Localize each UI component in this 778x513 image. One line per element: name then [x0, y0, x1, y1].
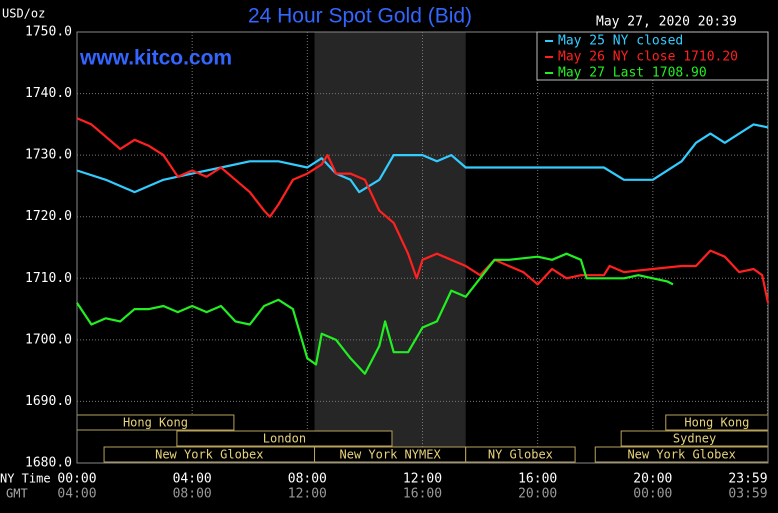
session-label: New York Globex — [627, 448, 735, 462]
session-label: NY Globex — [488, 448, 553, 462]
x2-tick-label: 16:00 — [403, 487, 442, 502]
x-tick-label: 04:00 — [173, 472, 212, 487]
x2-tick-label: 08:00 — [173, 487, 212, 502]
y-tick-label: 1710.0 — [25, 271, 72, 286]
legend-box — [536, 31, 769, 81]
plot-frame — [76, 31, 769, 464]
y-tick-label: 1740.0 — [25, 86, 72, 101]
session-bar — [176, 430, 393, 447]
y-tick-label: 1690.0 — [25, 394, 72, 409]
y-tick-label: 1680.0 — [25, 456, 72, 471]
session-label: New York NYMEX — [340, 448, 442, 462]
x2-axis-label: GMT — [6, 487, 28, 501]
session-label: London — [263, 432, 306, 446]
legend-label: May 26 NY close 1710.20 — [558, 50, 738, 65]
y-tick-label: 1700.0 — [25, 332, 72, 347]
session-bar — [465, 446, 576, 463]
session-label: Sydney — [673, 432, 716, 446]
x-tick-label: 08:00 — [288, 472, 327, 487]
x2-tick-label: 04:00 — [57, 487, 96, 502]
shaded-region — [314, 32, 466, 463]
y-tick-label: 1750.0 — [25, 25, 72, 40]
chart-title: 24 Hour Spot Gold (Bid) — [248, 5, 472, 28]
legend-label: May 25 NY closed — [558, 34, 683, 49]
x-tick-label: 20:00 — [633, 472, 672, 487]
session-label: Hong Kong — [123, 416, 188, 430]
y-unit: USD/oz — [2, 7, 45, 21]
x2-tick-label: 12:00 — [288, 487, 327, 502]
y-tick-label: 1730.0 — [25, 148, 72, 163]
x-tick-label: 23:59 — [728, 472, 767, 487]
x-tick-label: 12:00 — [403, 472, 442, 487]
x-tick-label: 00:00 — [57, 472, 96, 487]
x2-tick-label: 20:00 — [518, 487, 557, 502]
x-tick-label: 16:00 — [518, 472, 557, 487]
series-line — [76, 117, 770, 304]
legend-label: May 27 Last 1708.90 — [558, 66, 707, 81]
watermark: www.kitco.com — [79, 47, 232, 70]
series-line — [76, 252, 674, 375]
timestamp: May 27, 2020 20:39 — [596, 15, 737, 30]
session-label: Hong Kong — [684, 416, 749, 430]
x2-tick-label: 00:00 — [633, 487, 672, 502]
x-axis-label: NY Time — [0, 472, 51, 486]
x2-tick-label: 03:59 — [728, 487, 767, 502]
session-label: New York Globex — [155, 448, 263, 462]
series-line — [76, 123, 769, 194]
y-tick-label: 1720.0 — [25, 209, 72, 224]
